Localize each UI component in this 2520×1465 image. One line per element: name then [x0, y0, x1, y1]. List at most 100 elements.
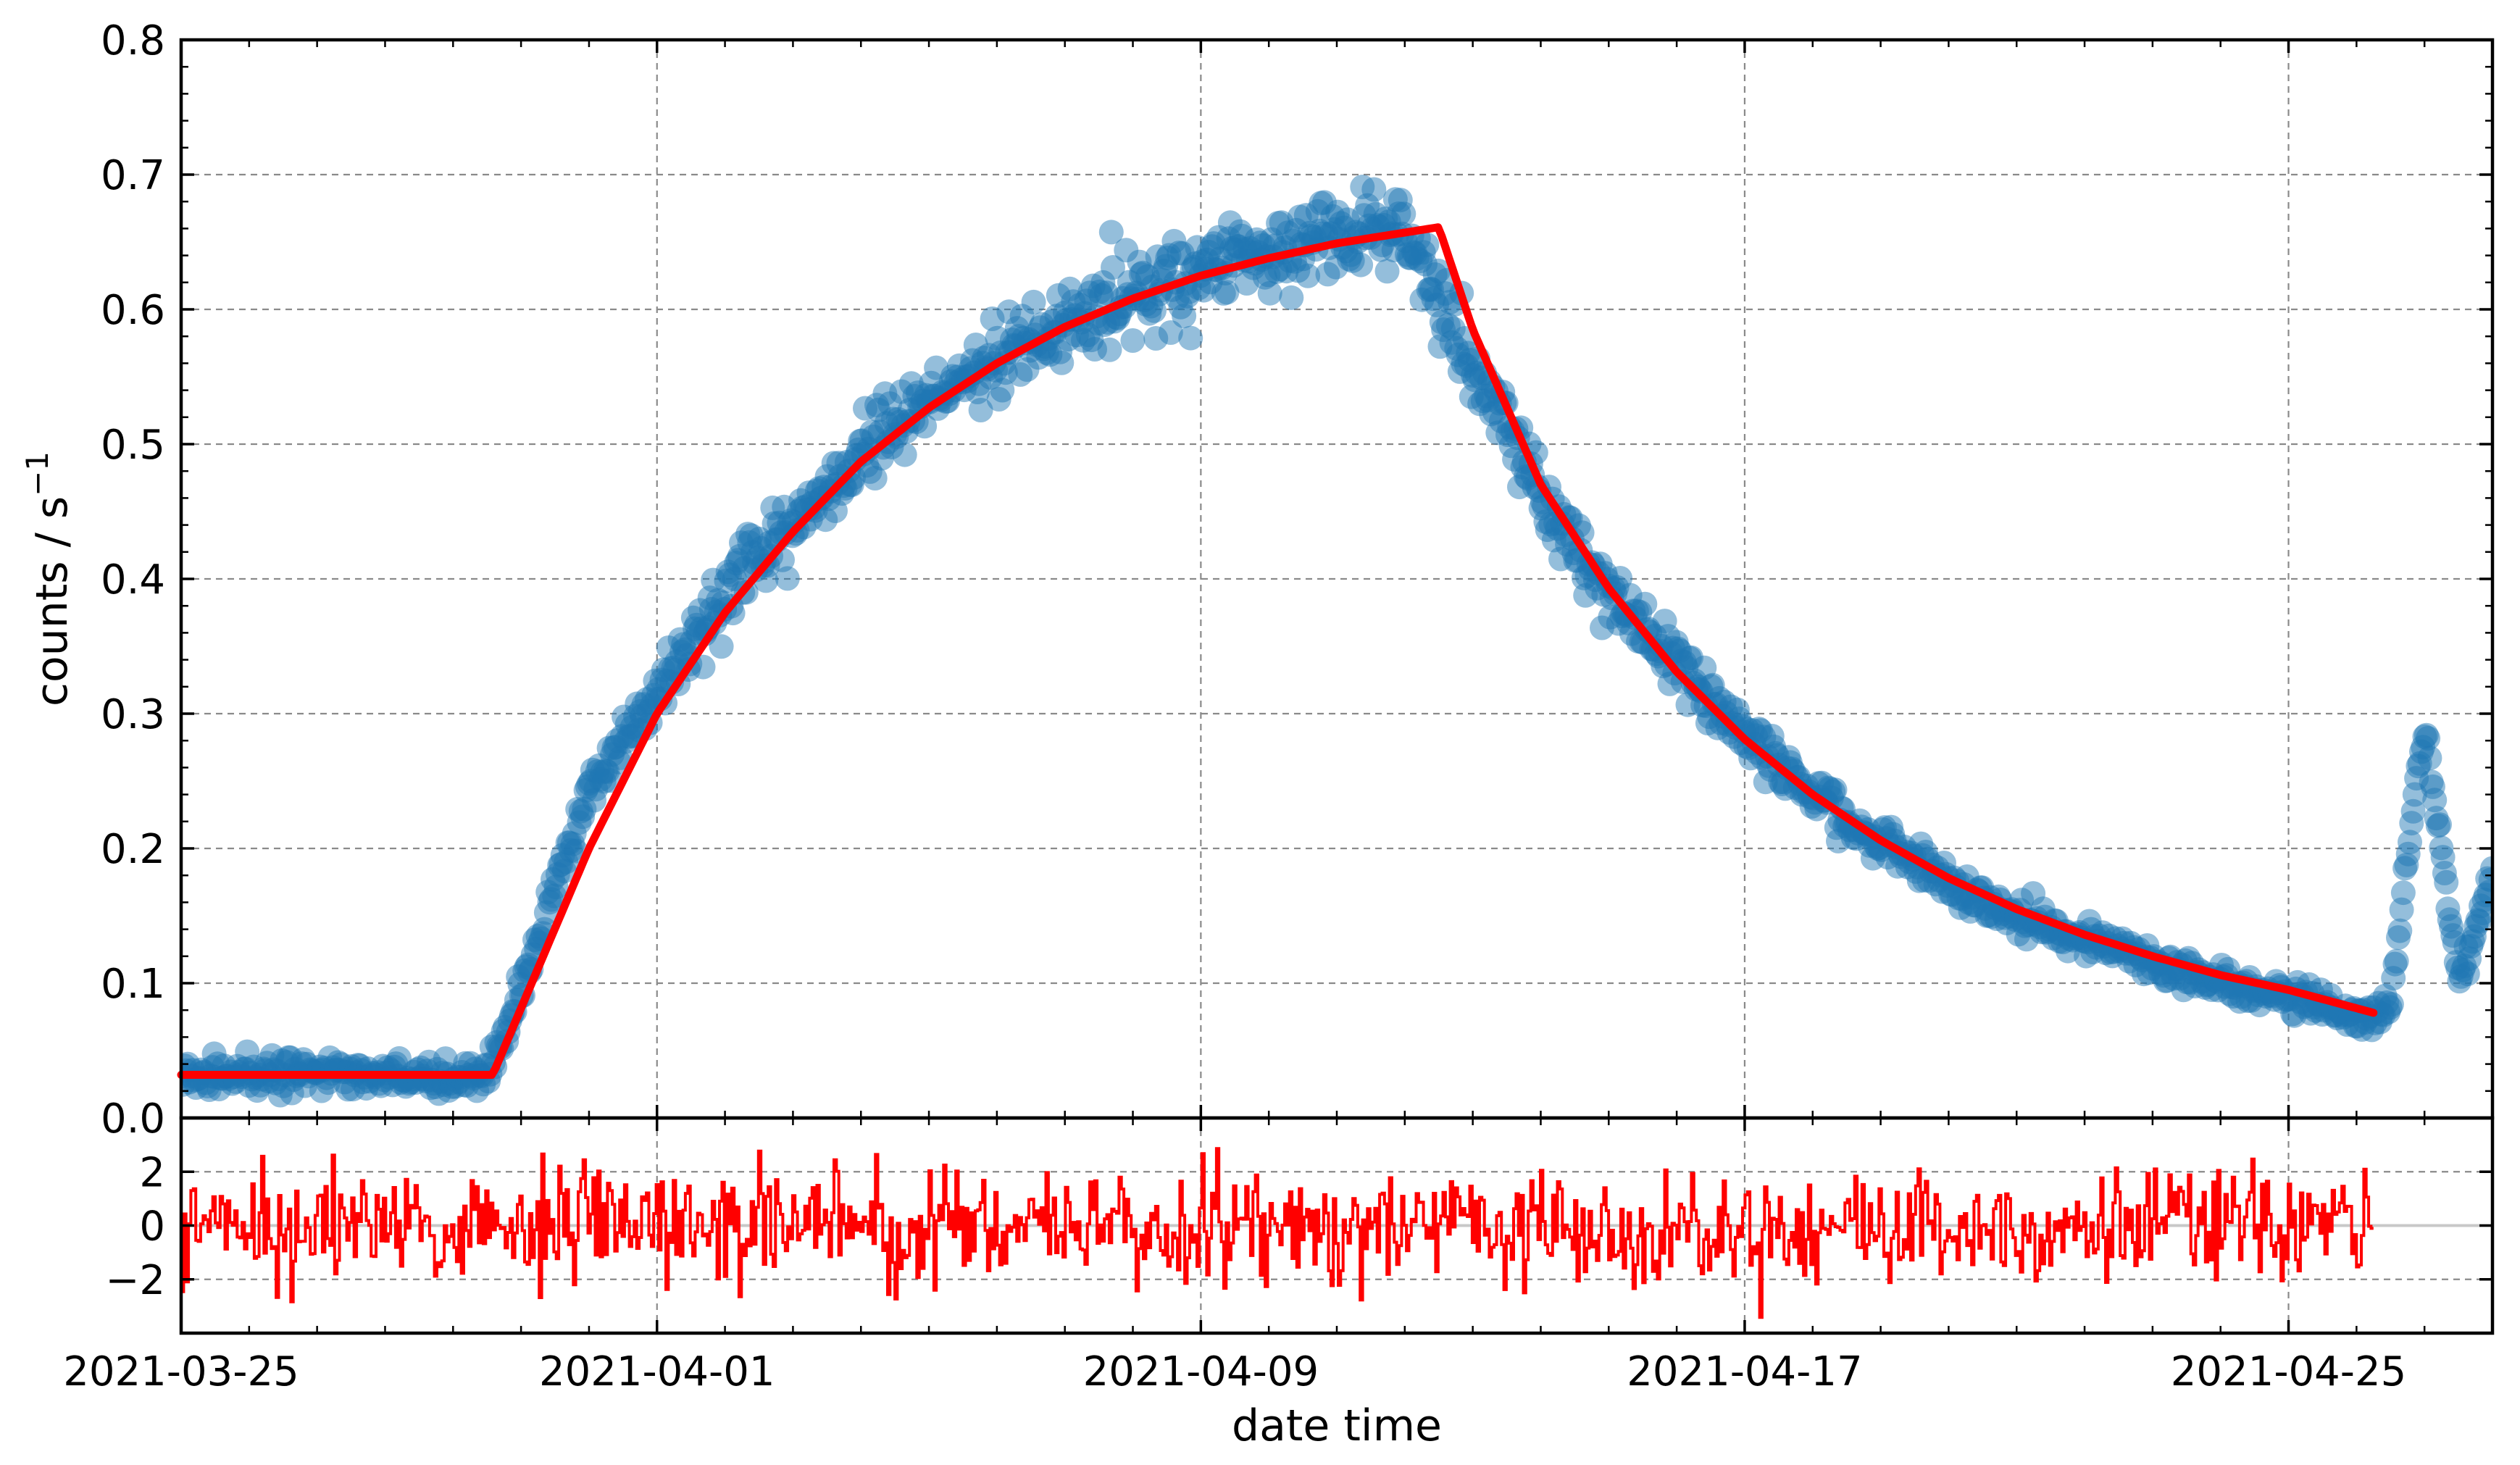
data-point	[2077, 909, 2102, 934]
data-point	[1044, 304, 1069, 329]
data-point	[649, 667, 675, 693]
data-point	[1979, 903, 2005, 929]
data-point	[2282, 1003, 2307, 1028]
data-point	[2021, 881, 2046, 906]
data-point	[1075, 322, 1101, 348]
data-point	[538, 887, 564, 912]
data-point	[1431, 317, 1456, 342]
data-point	[2056, 938, 2080, 964]
data-point	[827, 464, 853, 489]
data-point	[2335, 1012, 2360, 1037]
data-point	[2390, 880, 2416, 906]
data-point	[892, 442, 917, 467]
data-point	[2217, 981, 2242, 1006]
data-point	[1167, 241, 1192, 266]
data-point	[748, 535, 774, 561]
main-panel: 0.0 0.1 0.2 0.3 0.4 0.5 0.6 0.7 0.8 counts / s−1	[20, 17, 2495, 1143]
data-point	[963, 333, 988, 357]
data-point	[1226, 234, 1251, 259]
y-axis-label: counts / s−1	[20, 451, 78, 706]
data-point	[2427, 812, 2452, 838]
data-point	[1391, 201, 1417, 227]
data-point	[600, 742, 625, 767]
data-point	[1373, 206, 1398, 231]
data-point	[2457, 946, 2482, 972]
data-point	[1679, 645, 1704, 670]
data-point	[2432, 861, 2457, 885]
data-point	[2040, 925, 2066, 951]
data-point	[1632, 591, 1658, 617]
data-point	[1138, 293, 1164, 319]
data-point	[1435, 313, 1461, 338]
data-point	[729, 530, 754, 556]
data-point	[2429, 835, 2454, 861]
data-point	[1232, 237, 1258, 262]
data-point	[1429, 309, 1454, 335]
data-point	[2424, 806, 2449, 831]
data-point	[2400, 798, 2426, 824]
data-point	[906, 380, 930, 406]
data-point	[2369, 1001, 2395, 1027]
data-point	[2363, 1010, 2388, 1035]
data-point	[567, 810, 592, 835]
data-point	[1748, 718, 1773, 743]
data-point	[1135, 264, 1160, 289]
data-point	[1598, 604, 1623, 630]
data-point	[725, 548, 751, 573]
data-point	[1374, 259, 1400, 284]
resid-y-tick-label: 2	[139, 1149, 165, 1196]
data-point	[1695, 711, 1720, 735]
data-point	[1822, 777, 1848, 803]
data-point	[1280, 228, 1306, 254]
data-point	[1698, 674, 1724, 699]
data-point	[1958, 898, 1983, 924]
data-point	[2461, 924, 2487, 949]
data-point	[1816, 775, 1841, 801]
data-point	[613, 729, 638, 754]
data-point	[1590, 615, 1614, 640]
data-point	[1008, 362, 1033, 387]
data-point	[1948, 895, 1973, 920]
data-point	[2460, 929, 2485, 954]
data-point	[874, 411, 899, 436]
data-point	[1388, 188, 1413, 213]
data-point	[2371, 1002, 2396, 1027]
data-point	[1950, 886, 1975, 911]
data-point	[2235, 988, 2261, 1014]
data-point	[1432, 281, 1458, 306]
data-point	[814, 464, 840, 489]
data-point	[864, 393, 889, 418]
data-point	[545, 861, 570, 887]
data-point	[2440, 923, 2466, 948]
data-point	[715, 559, 740, 585]
data-point	[235, 1039, 260, 1064]
data-point	[1310, 221, 1335, 246]
data-point	[965, 380, 990, 404]
data-point	[1946, 885, 1972, 911]
data-point	[1338, 242, 1364, 267]
data-point	[791, 514, 817, 540]
data-point	[1459, 384, 1484, 409]
data-point	[2469, 893, 2492, 919]
data-point	[1305, 199, 1330, 224]
data-point	[570, 804, 596, 830]
data-point	[294, 1051, 320, 1077]
data-point	[1087, 279, 1112, 304]
data-point	[555, 830, 580, 856]
data-point	[1137, 301, 1162, 326]
data-point	[2321, 1003, 2347, 1028]
data-point	[1456, 341, 1481, 366]
data-point	[1161, 228, 1187, 254]
data-point	[2376, 999, 2401, 1024]
data-point	[1287, 204, 1312, 230]
data-point	[2413, 722, 2439, 748]
data-point	[426, 1081, 451, 1106]
data-point	[859, 420, 885, 445]
data-point	[1451, 351, 1476, 377]
data-point	[627, 698, 653, 724]
data-point	[2131, 961, 2156, 987]
data-point	[1563, 548, 1588, 573]
data-point	[1824, 815, 1849, 840]
data-point	[2280, 1001, 2306, 1027]
data-point	[762, 511, 787, 536]
